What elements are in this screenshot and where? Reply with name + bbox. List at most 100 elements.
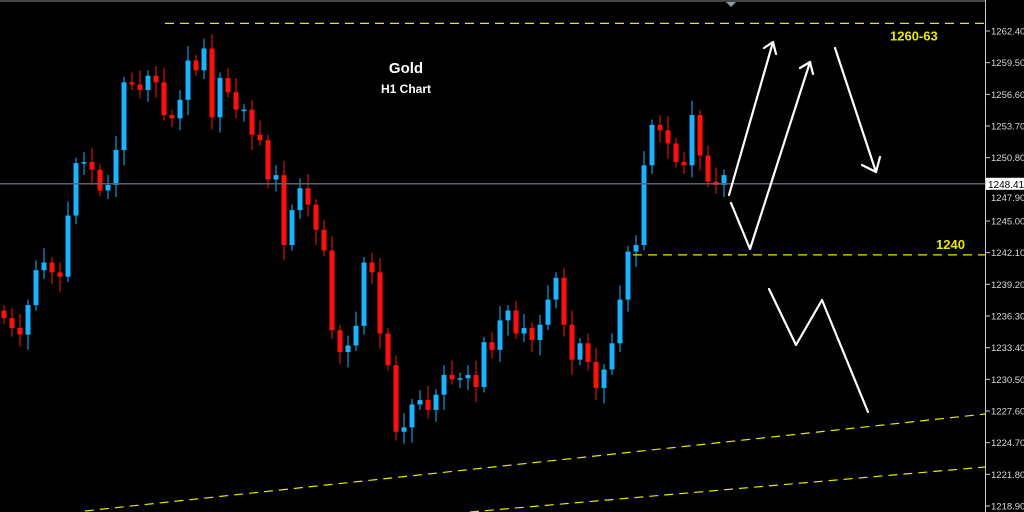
candle (473, 360, 479, 403)
candle (489, 332, 495, 359)
candle (609, 333, 615, 375)
candle-body (361, 262, 367, 326)
candle (273, 165, 279, 192)
candle-body (601, 369, 607, 389)
candle-body (401, 427, 407, 432)
candle (657, 115, 663, 143)
chart-subtitle: H1 Chart (380, 82, 431, 96)
y-tick-label: 1230.50 (991, 375, 1024, 386)
scroll-marker-icon[interactable] (726, 2, 736, 7)
y-tick-label: 1262.40 (991, 27, 1024, 38)
y-tick-label: 1236.30 (991, 312, 1024, 323)
candle (265, 134, 271, 189)
candle (113, 135, 119, 197)
candle-body (369, 262, 375, 273)
candle (681, 152, 687, 175)
candle (673, 138, 679, 168)
candle (649, 119, 655, 175)
candle (385, 328, 391, 371)
candle-body (657, 124, 663, 131)
candle (497, 306, 503, 362)
candle-body (65, 215, 71, 277)
candle-body (137, 84, 143, 90)
candle (57, 262, 63, 292)
trendline-lower (469, 466, 986, 512)
candle-body (545, 299, 551, 325)
candle (409, 398, 415, 443)
arrowhead-up-1 (762, 40, 778, 56)
candle-body (33, 270, 39, 306)
candle (345, 335, 351, 368)
candle (561, 267, 567, 337)
arrowhead-up-2 (798, 60, 815, 76)
candle-body (241, 109, 247, 112)
candle (449, 360, 455, 385)
candle-body (345, 345, 351, 353)
candle-body (113, 150, 119, 185)
candle (313, 199, 319, 246)
candle (545, 285, 551, 331)
candle (153, 65, 159, 98)
candle (209, 34, 215, 130)
candle-body (121, 82, 127, 151)
candle (217, 72, 223, 133)
candle (697, 109, 703, 171)
candle-body (521, 328, 527, 334)
candle (361, 257, 367, 335)
candle-body (209, 48, 215, 118)
candle (225, 68, 231, 98)
candle-body (633, 245, 639, 252)
candle-body (377, 272, 383, 334)
candle (481, 336, 487, 393)
candle (25, 299, 31, 350)
candle-body (41, 262, 47, 271)
y-tick-label: 1233.40 (991, 343, 1024, 354)
candle-body (433, 394, 439, 410)
candle (513, 300, 519, 339)
candle (617, 285, 623, 353)
candle-body (321, 229, 327, 251)
candle (9, 308, 15, 337)
candle (633, 235, 639, 267)
candle-body (513, 310, 519, 334)
candle (297, 178, 303, 219)
candle (121, 76, 127, 166)
candle-body (153, 75, 159, 83)
candle-body (569, 324, 575, 360)
candle (713, 167, 719, 194)
candle-body (497, 320, 503, 350)
candle (665, 116, 671, 159)
candle (33, 260, 39, 311)
candle (433, 389, 439, 422)
y-tick-label: 1242.10 (991, 248, 1024, 259)
candle-body (705, 155, 711, 182)
arrow-up-1 (727, 40, 775, 197)
candle-body (689, 115, 695, 166)
candle-body (257, 134, 263, 141)
candle (41, 248, 47, 279)
candle (441, 365, 447, 410)
candle (145, 70, 151, 102)
level-label: 1240 (936, 237, 965, 252)
candle (201, 38, 207, 80)
candle-body (337, 330, 343, 353)
candle (177, 89, 183, 131)
candle (705, 145, 711, 188)
candle-body (641, 165, 647, 246)
candle (689, 100, 695, 178)
arrow-down (833, 46, 878, 174)
candle-body (81, 162, 87, 164)
candle-body (489, 342, 495, 350)
candle (353, 311, 359, 351)
candle-body (145, 75, 151, 90)
candle (241, 104, 247, 122)
arrowhead-down (860, 155, 882, 174)
candle-body (409, 404, 415, 428)
last-price-box (986, 177, 1024, 190)
candle (329, 236, 335, 339)
candle (529, 322, 535, 353)
y-tick-label: 1253.70 (991, 122, 1024, 133)
candle-body (473, 374, 479, 387)
candle-body (593, 361, 599, 389)
candle (569, 310, 575, 375)
